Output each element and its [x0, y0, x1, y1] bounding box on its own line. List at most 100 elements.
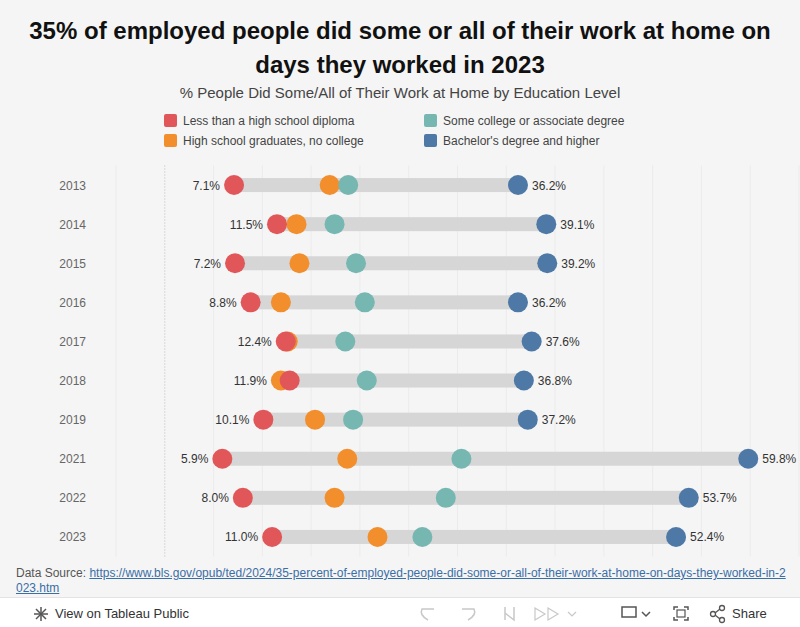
data-label: 37.6% [546, 335, 580, 349]
share-icon[interactable] [711, 606, 725, 623]
view-link[interactable]: View on Tableau Public [55, 606, 189, 621]
subtitle: % People Did Some/All of Their Work at H… [180, 84, 621, 101]
legend-label: High school graduates, no college [183, 134, 364, 148]
dot [522, 331, 542, 351]
dot [267, 214, 287, 234]
legend-label: Bachelor's degree and higher [443, 134, 599, 148]
fullscreen-icon[interactable] [674, 607, 688, 620]
dot [508, 292, 528, 312]
range-bar [263, 413, 527, 427]
dot [280, 371, 300, 391]
range-bar [243, 491, 689, 505]
dot [666, 527, 686, 547]
dot [253, 410, 273, 430]
dot [367, 527, 387, 547]
data-label: 5.9% [181, 452, 209, 466]
category-label: 2019 [59, 413, 86, 427]
share-link[interactable]: Share [732, 606, 767, 621]
dot [262, 527, 282, 547]
legend-swatch [164, 134, 177, 147]
share-node [720, 606, 725, 611]
source-label: Data Source: [16, 566, 89, 580]
dot [325, 488, 345, 508]
title: 35% of employed people did some or all o… [6, 14, 794, 82]
legend-swatch [424, 134, 437, 147]
grid-line [750, 166, 751, 557]
dot [225, 253, 245, 273]
range-bar [272, 530, 676, 544]
data-labels: 7.1% 11.5% 7.2% 8.8% 12.4% 10.1% 5.9% 8.0% 11.0%… [181, 179, 797, 545]
revert-icon[interactable] [505, 607, 514, 620]
data-label: 37.2% [542, 413, 576, 427]
history-icon[interactable] [462, 609, 475, 620]
data-label: 59.8% [762, 452, 796, 466]
legend-swatch [164, 114, 177, 127]
data-label: 36.2% [532, 179, 566, 193]
pause-icon[interactable] [535, 608, 558, 620]
data-label: 52.4% [690, 530, 724, 544]
dropdown-icon [568, 612, 576, 616]
dot [305, 410, 325, 430]
range-bar [234, 178, 518, 192]
dot [412, 527, 432, 547]
share-node [711, 612, 716, 617]
legend: Less than a high school diploma High scho… [164, 114, 625, 148]
legend-label: Less than a high school diploma [183, 114, 355, 128]
data-label: 39.2% [561, 257, 595, 271]
dot [241, 292, 261, 312]
chart: % People Did Some/All of Their Work at H… [0, 0, 800, 597]
logo-stroke [36, 609, 46, 619]
dot [338, 175, 358, 195]
dot [287, 214, 307, 234]
data-label: 7.2% [194, 257, 222, 271]
dot [276, 331, 296, 351]
range-bar [286, 334, 532, 348]
dot [325, 214, 345, 234]
dot [536, 214, 556, 234]
dot [518, 410, 538, 430]
source-url[interactable]: https://www.bls.gov/opub/ted/2024/35-per… [16, 566, 786, 595]
category-label: 2013 [59, 179, 86, 193]
download-icon[interactable] [622, 607, 636, 617]
zero-line [164, 166, 165, 557]
data-label: 10.1% [215, 413, 249, 427]
dot [357, 371, 377, 391]
toolbar: View on Tableau Public Share [0, 597, 800, 627]
legend-label: Some college or associate degree [443, 114, 625, 128]
dot [508, 175, 528, 195]
data-label: 12.4% [238, 335, 272, 349]
share-node [720, 618, 725, 623]
category-label: 2023 [59, 530, 86, 544]
dot [224, 175, 244, 195]
data-label: 11.9% [234, 374, 267, 388]
data-label: 7.1% [193, 179, 221, 193]
dot [514, 371, 534, 391]
tableau-logo [34, 607, 48, 621]
source: Data Source: https://www.bls.gov/opub/te… [16, 566, 788, 596]
history-icon[interactable] [421, 609, 434, 620]
dot [233, 488, 253, 508]
category-label: 2016 [59, 296, 86, 310]
category-label: 2022 [59, 491, 86, 505]
legend-swatch [424, 114, 437, 127]
dot [335, 331, 355, 351]
grid-line [116, 166, 117, 557]
grid [116, 166, 799, 557]
data-label: 8.8% [209, 296, 237, 310]
grid-line [799, 166, 800, 557]
dot [679, 488, 699, 508]
data-label: 8.0% [201, 491, 229, 505]
data-label: 36.8% [538, 374, 572, 388]
dot [355, 292, 375, 312]
logo-stroke [36, 609, 46, 619]
share-link [715, 609, 720, 619]
category-label: 2014 [59, 218, 86, 232]
data-label: 36.2% [532, 296, 566, 310]
dropdown-icon [642, 612, 650, 616]
category-label: 2018 [59, 374, 86, 388]
data-label: 39.1% [560, 218, 594, 232]
data-label: 11.5% [230, 218, 263, 232]
category-label: 2021 [59, 452, 86, 466]
dot [289, 253, 309, 273]
data-label: 11.0% [225, 530, 258, 544]
